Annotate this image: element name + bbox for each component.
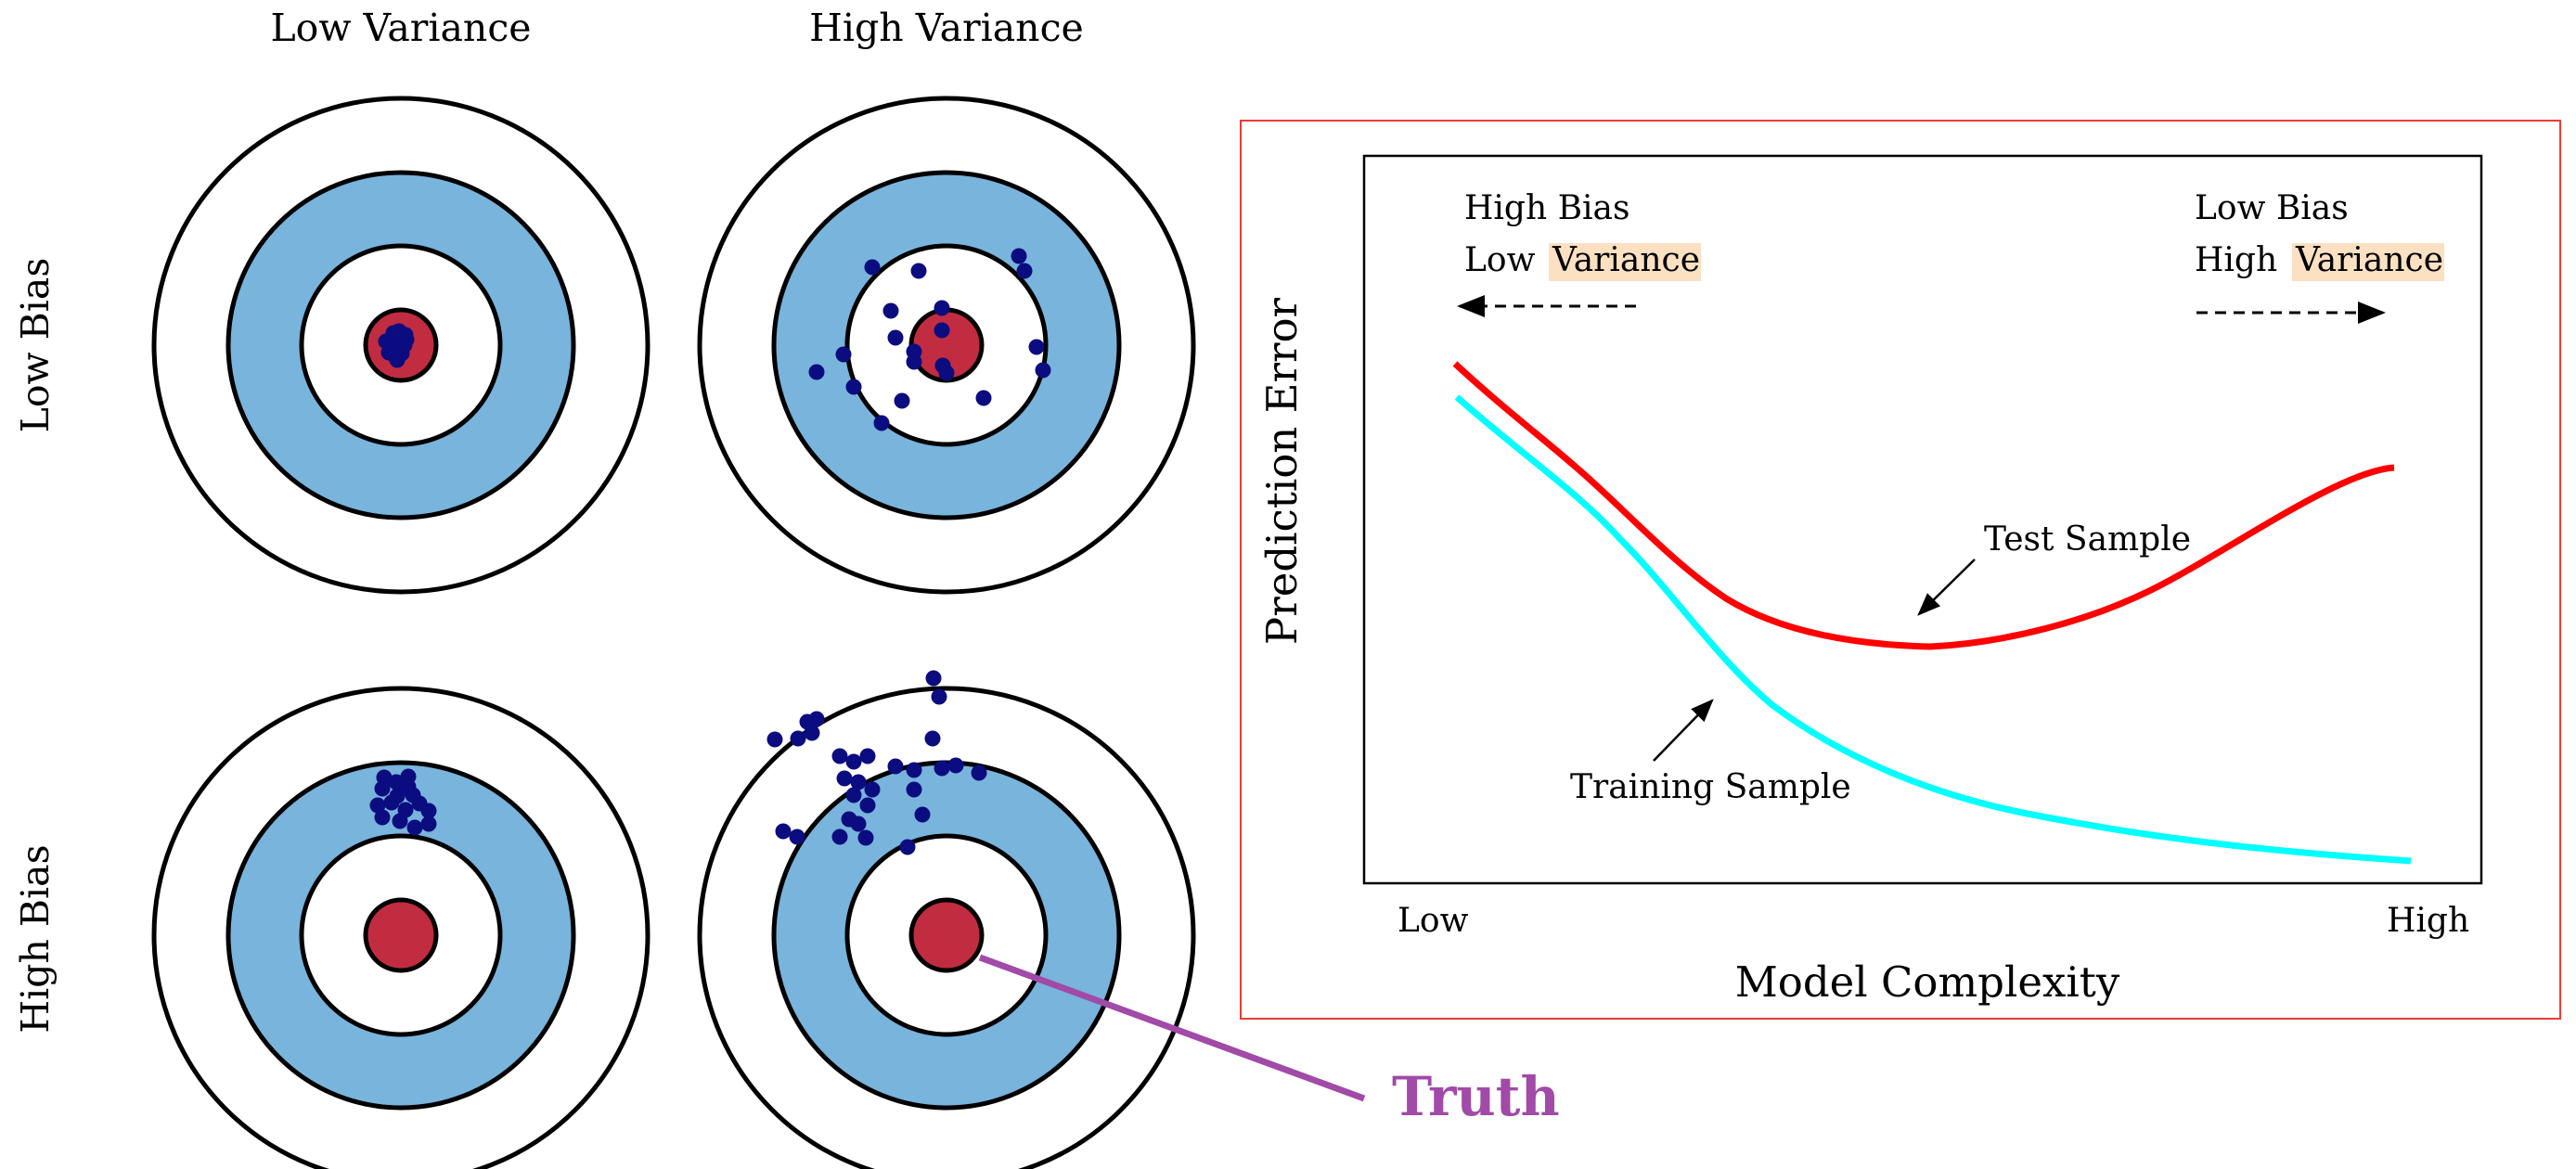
shot-dot [857,829,874,846]
shot-dot [947,757,964,774]
shot-dot [374,780,391,797]
target-low-bias-low-variance [151,96,650,595]
shot-dot [906,353,922,370]
shot-dot [400,778,417,795]
shot-dot [1016,263,1033,279]
shot-dot [971,764,987,781]
x-axis-label: Model Complexity [1735,957,2120,1007]
shot-dot [841,811,857,828]
test-sample-curve [1452,361,2395,650]
shot-dot [887,758,904,775]
shot-dot [882,302,899,319]
shot-dot [392,813,408,829]
shot-dot [836,770,853,787]
shot-dot [804,725,820,741]
shot-dot [766,731,783,748]
shot-dot [850,774,867,790]
shot-dot [924,730,941,747]
shot-dot [1011,248,1027,264]
row-header-high-bias: High Bias [13,844,58,1033]
shot-dot [1028,339,1045,355]
shot-dot [398,331,415,348]
left-note-highlight-text: Variance [1552,241,1700,279]
shot-dot [845,787,862,803]
shot-dot [859,748,876,764]
shot-dot [369,797,386,814]
panel-frame [1240,120,2561,1020]
shot-dot [894,392,910,409]
shot-dot [938,365,955,381]
bullseye [908,897,985,973]
shot-dot [931,688,947,705]
shot-dot [864,259,881,276]
shot-dot [873,415,890,431]
target-low-bias-high-variance [697,96,1196,595]
shot-dot [934,760,950,777]
shot-dot [835,346,852,363]
training-sample-label: Training Sample [1570,768,1851,806]
truth-pointer-line [978,954,1366,1102]
left-note-highlight [1549,243,1701,281]
row-header-low-bias: Low Bias [13,258,58,433]
shot-dot [389,352,406,368]
shot-dot [420,803,437,819]
shot-dot [864,781,881,798]
right-note-line1: Low Bias [2195,189,2349,227]
x-axis-low-label: Low [1397,902,1469,940]
plot-box [1362,154,2483,885]
targets [151,96,1196,1169]
shot-dot [914,806,931,823]
training-sample-curve [1454,394,2412,865]
training-sample-arrow [1653,699,1714,762]
shot-dot [906,781,922,798]
shot-dot [808,364,825,380]
shot-dot [925,670,942,687]
shot-dot [934,322,950,339]
shot-dot [975,390,992,406]
shot-dot [831,829,848,845]
right-note-highlight [2292,243,2444,281]
test-sample-arrow [1917,559,1976,616]
x-axis-high-label: High [2387,902,2469,940]
shot-dot [406,819,423,836]
shot-dot [899,839,916,855]
bullseye [363,897,439,973]
left-note-line1: High Bias [1464,189,1630,227]
shot-dot [910,263,927,279]
shot-dot [859,797,876,814]
test-sample-label: Test Sample [1984,520,2191,559]
shot-dot [887,329,904,346]
target-high-bias-low-variance [151,686,650,1169]
column-header-high-variance: High Variance [809,6,1084,50]
shot-dot [383,794,400,811]
shot-dot [789,829,805,845]
shot-dot [934,300,950,316]
shot-dot [845,753,862,770]
shot-dot [775,823,792,840]
shot-dot [845,379,862,395]
column-header-low-variance: Low Variance [270,6,531,50]
shot-dot [831,748,848,764]
shot-dot [808,711,825,727]
shot-dot [1035,362,1051,379]
shot-dot [374,809,391,826]
truth-label: Truth [1392,1065,1560,1128]
shot-dot [420,816,437,832]
y-axis-label: Prediction Error [1257,297,1307,645]
right-note-prefix: High [2195,241,2277,279]
shot-dot [790,730,806,747]
left-note-prefix: Low [1464,241,1536,279]
target-high-bias-high-variance [697,670,1196,1169]
right-note-highlight-text: Variance [2295,241,2443,279]
shot-dot [906,762,922,778]
